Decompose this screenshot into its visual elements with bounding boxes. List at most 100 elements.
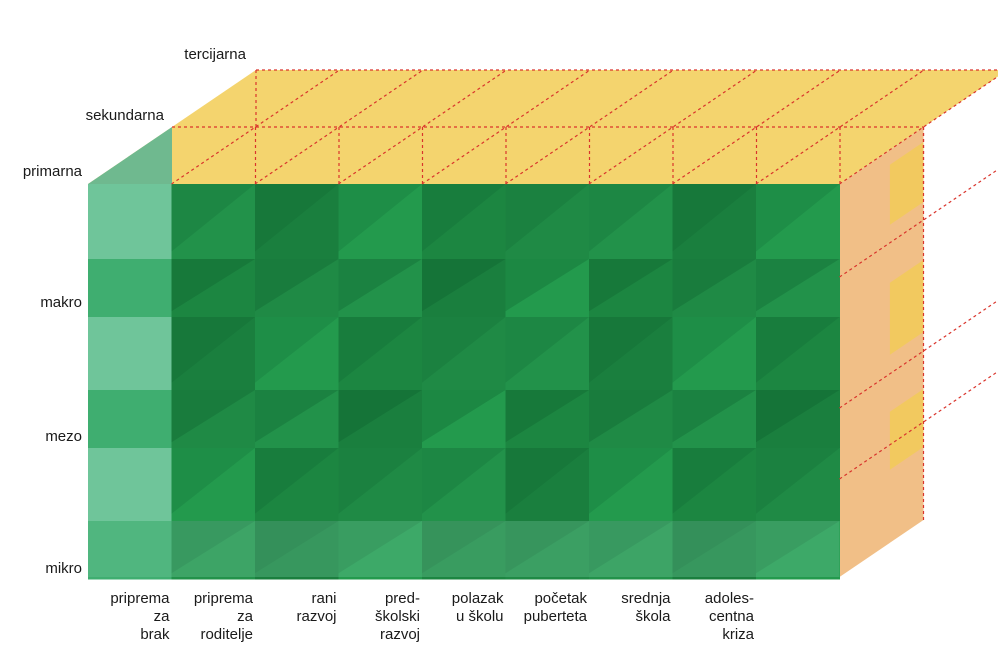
cell-shade (171, 521, 255, 574)
grid-cell (589, 390, 673, 449)
grid-cell (589, 259, 673, 318)
cell-shade (756, 259, 840, 312)
phase-label: priprema za roditelje (173, 590, 253, 644)
cell-shade (505, 184, 589, 252)
grid-cell (672, 184, 757, 260)
cell-shade (422, 448, 506, 514)
cell-shade (756, 448, 840, 514)
cell-shade (672, 184, 756, 252)
cell-shade (422, 259, 506, 312)
corner-piece (88, 127, 172, 184)
phase-label: početak puberteta (507, 590, 587, 626)
top-face (88, 127, 924, 184)
grid-cell (88, 259, 172, 318)
phase-label-line: priprema (110, 590, 170, 607)
grid-cell (756, 448, 840, 522)
phase-label-line: početak (534, 590, 587, 607)
cell-shade (756, 521, 840, 574)
grid-cell (255, 521, 339, 580)
cell-shade (255, 259, 339, 312)
depth-label-tercijarna: tercijarna (184, 46, 246, 63)
wire-depth (254, 69, 424, 185)
grid-cell (171, 184, 256, 260)
phase-label-line: školski (374, 608, 420, 625)
cell-shade (171, 317, 255, 383)
grid-cell (422, 521, 506, 580)
grid-cell (505, 390, 590, 449)
wire-depth (755, 69, 925, 185)
phase-label-line: srednja (621, 590, 671, 607)
phase-label-line: za (237, 608, 253, 625)
phase-label: rani razvoj (257, 590, 337, 626)
grid-cell (756, 184, 840, 260)
wire-side (839, 370, 998, 480)
phase-label-line: u školu (455, 608, 504, 625)
cell-shade (171, 259, 255, 312)
grid-cell (171, 259, 256, 318)
grid-cell (88, 448, 172, 522)
grid-cell (505, 448, 590, 522)
cell-shade (589, 317, 673, 383)
cell-shade (672, 448, 756, 514)
wire-depth (421, 69, 591, 185)
phase-label-line: centna (708, 608, 754, 625)
level-label-makro: makro (40, 294, 82, 311)
side-band (889, 142, 924, 225)
grid-cell (88, 390, 172, 449)
cell-shade (505, 521, 589, 574)
phase-label-line: roditelje (200, 626, 253, 643)
cell-shade (255, 521, 339, 574)
phase-label-line: škola (635, 608, 671, 625)
grid-cell (422, 259, 506, 318)
cell-shade (589, 390, 673, 443)
cell-shade (338, 317, 422, 383)
phase-label-line: puberteta (523, 608, 587, 625)
side-band (889, 389, 924, 470)
grid-cell (756, 521, 840, 580)
phase-label-line: razvoj (379, 626, 420, 643)
phase-label-line: za (153, 608, 170, 625)
phase-label-line: priprema (193, 590, 253, 607)
phase-label-line: rani (311, 590, 337, 607)
cell-shade (171, 448, 255, 514)
depth-label-sekundarna: sekundarna (85, 107, 164, 124)
cell-shade (338, 521, 422, 574)
grid-cell (88, 521, 172, 580)
cell-shade (255, 184, 339, 252)
grid-cell (171, 390, 256, 449)
cell-shade (505, 259, 589, 312)
phase-label-line: pred- (384, 590, 420, 607)
cell-shade (422, 390, 506, 443)
grid-cell (672, 317, 757, 391)
grid-cell (672, 448, 757, 522)
wire-side (839, 299, 998, 409)
cell-shade (255, 448, 339, 514)
level-label-mikro: mikro (45, 560, 82, 577)
phase-label: pred-školski razvoj (340, 590, 420, 644)
grid-cell (338, 390, 423, 449)
grid-cell (589, 317, 673, 391)
cell-shade (672, 259, 756, 312)
grid-cell (338, 521, 423, 580)
grid-cell (589, 521, 673, 580)
grid-cell (505, 259, 590, 318)
grid-cell (672, 521, 757, 580)
cell-shade (171, 184, 255, 252)
cell-shade (589, 259, 673, 312)
grid-cell (505, 317, 590, 391)
grid-cell (338, 259, 423, 318)
depth-slab-top (172, 70, 998, 127)
grid-cell (88, 184, 172, 260)
grid-cell (756, 259, 840, 318)
grid-cell (171, 521, 256, 580)
wire-depth (672, 69, 841, 185)
depth-slab-top (256, 13, 998, 70)
cell-shade (756, 184, 840, 252)
grid-cell (88, 317, 172, 391)
grid-cell (672, 390, 757, 449)
grid-cell (171, 448, 256, 522)
wire-depth (839, 75, 998, 185)
grid-cell (255, 317, 339, 391)
grid-cell (338, 448, 423, 522)
cell-shade (422, 317, 506, 383)
